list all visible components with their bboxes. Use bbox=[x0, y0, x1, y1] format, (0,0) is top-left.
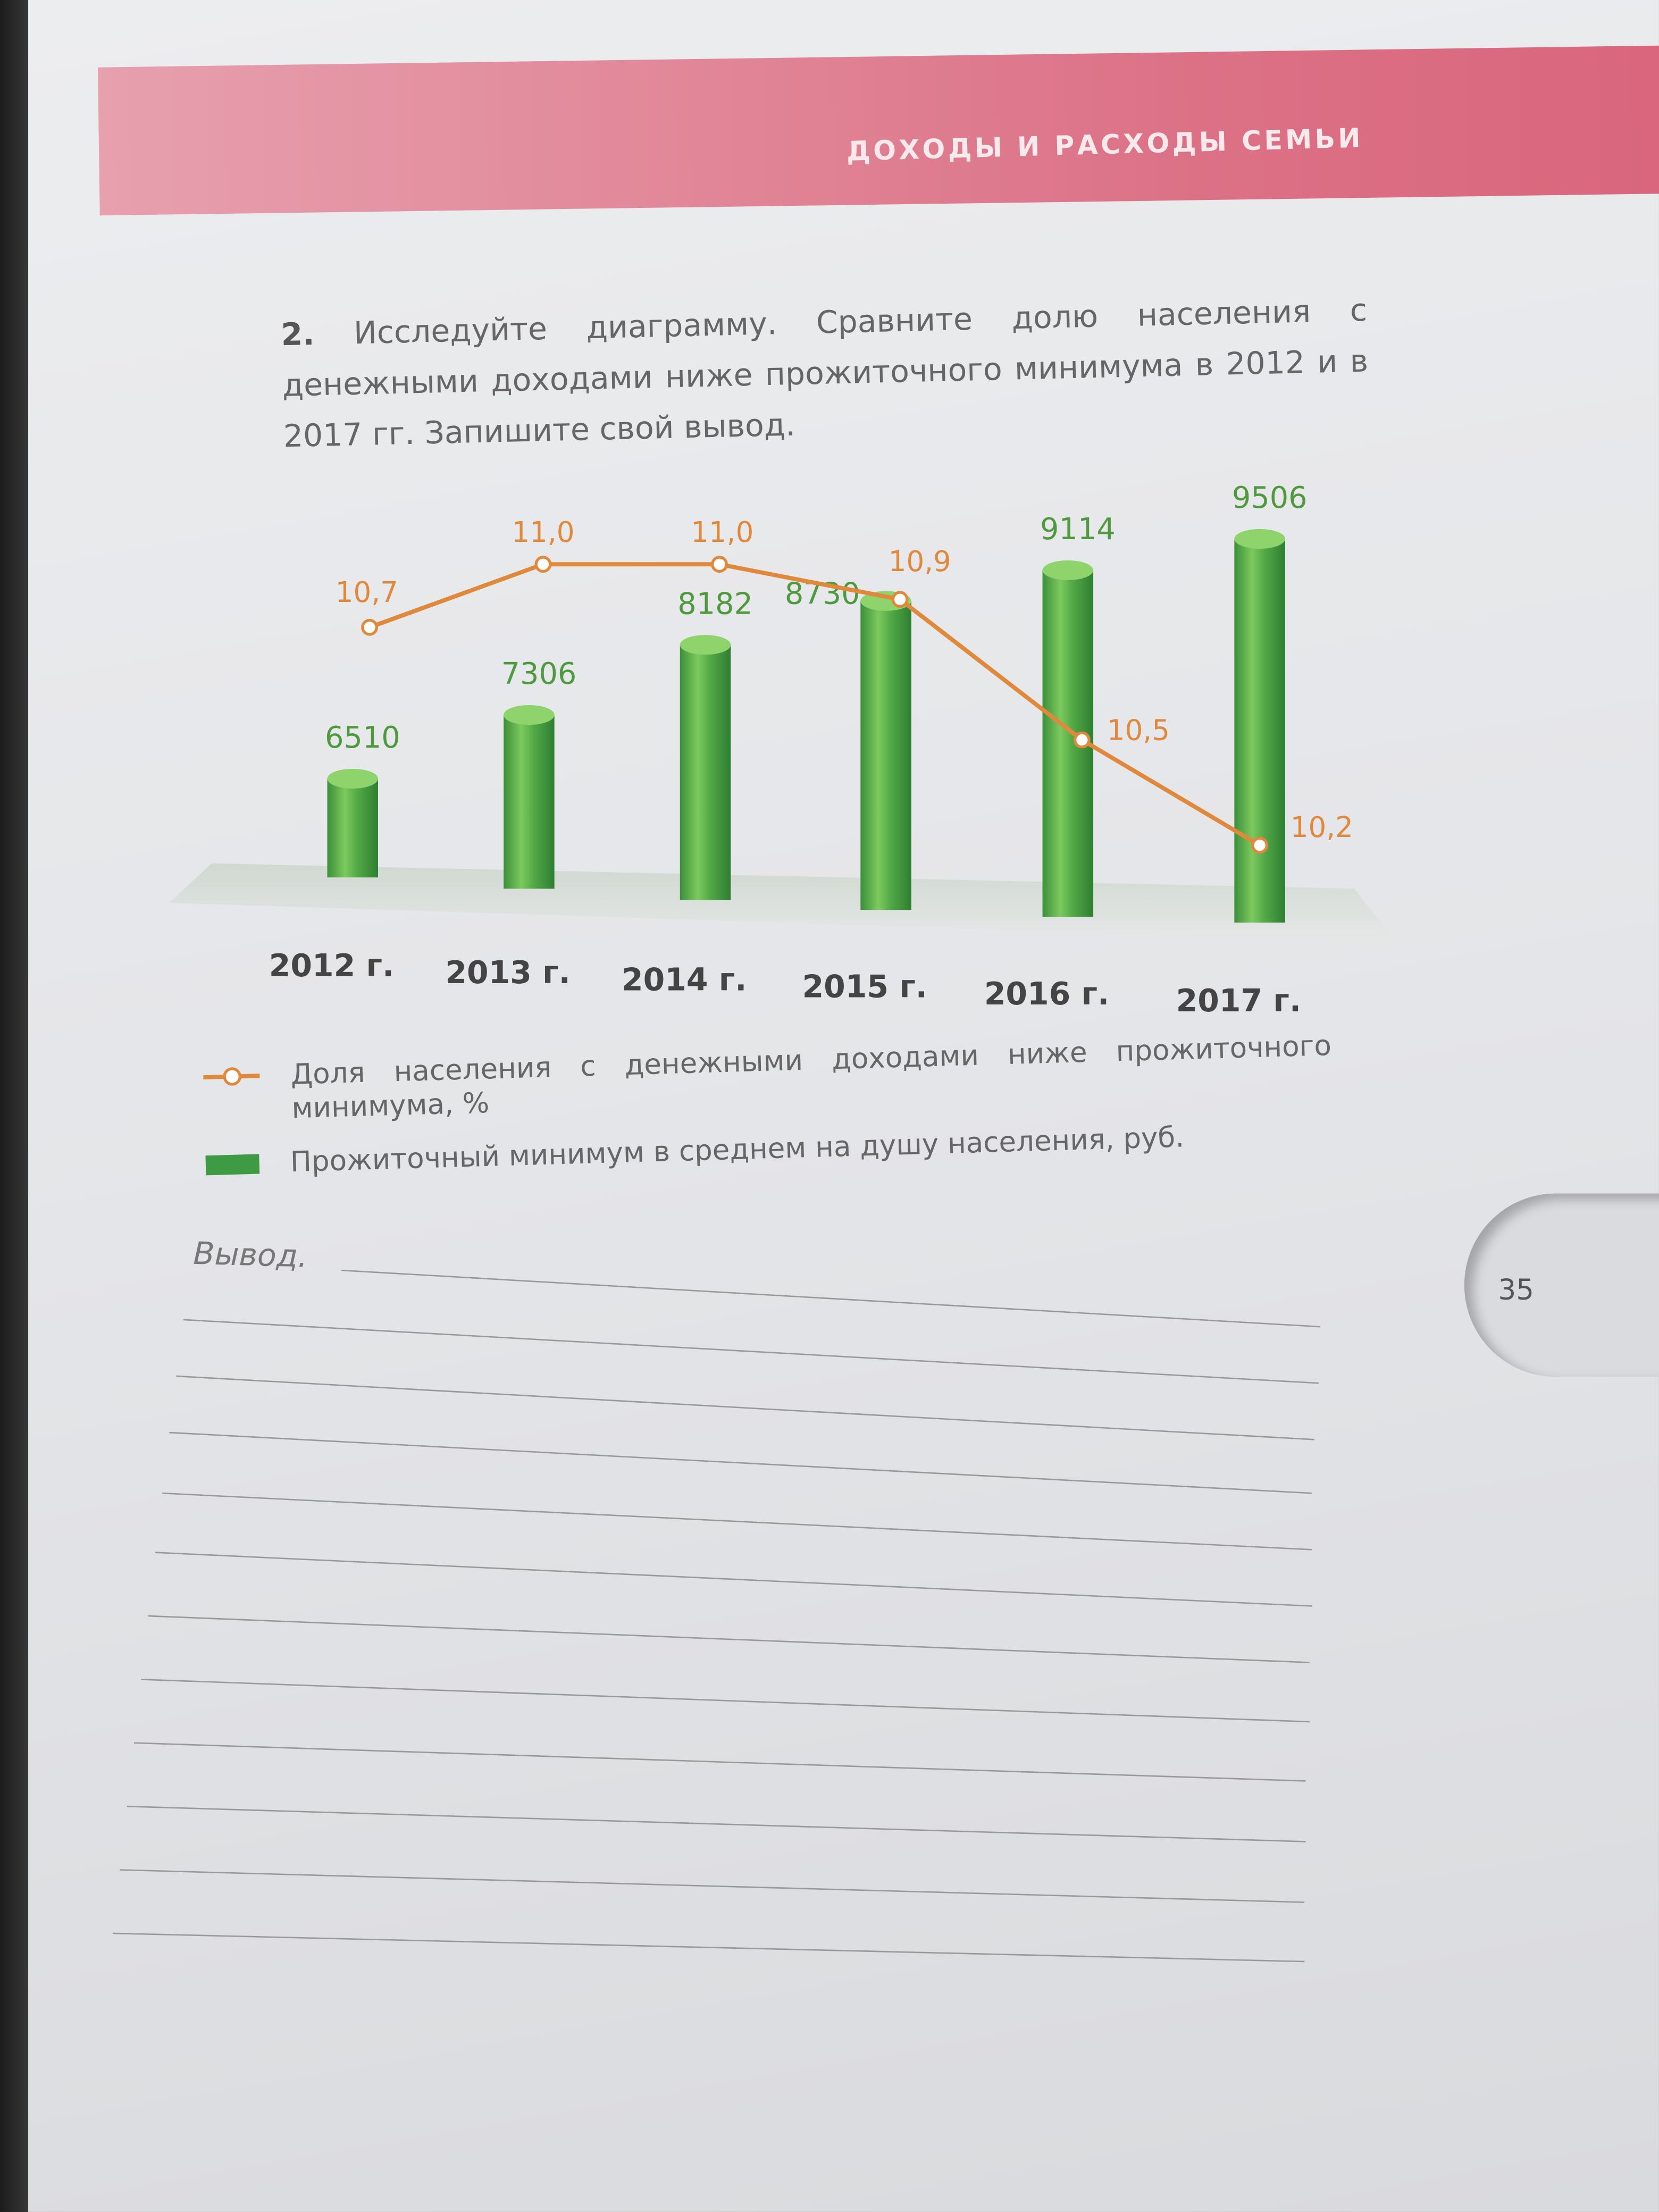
bar-swatch-icon bbox=[205, 1154, 260, 1176]
bar-value-label: 6510 bbox=[325, 720, 400, 755]
legend-bar-label: Прожиточный минимум в среднем на душу на… bbox=[290, 1119, 1185, 1179]
bar-value-label: 7306 bbox=[501, 657, 577, 691]
x-tick-label: 2014 г. bbox=[622, 961, 747, 998]
line-value-label: 10,9 bbox=[889, 545, 951, 578]
bar-value-label: 8730 bbox=[785, 577, 860, 611]
bar bbox=[680, 644, 731, 900]
line-value-label: 11,0 bbox=[512, 516, 574, 549]
bar-value-label: 9114 bbox=[1040, 512, 1116, 547]
x-tick-label: 2015 г. bbox=[802, 969, 927, 1005]
bar-value-label: 9506 bbox=[1232, 481, 1308, 515]
bar-top bbox=[1234, 529, 1285, 549]
line-value-label: 11,0 bbox=[691, 516, 753, 549]
bar bbox=[860, 601, 911, 910]
chart: 6510 7306 8182 8730 9114 9506 10,7 11,0 11,0 10,… bbox=[169, 481, 1397, 1019]
line-series bbox=[368, 562, 1261, 848]
conclusion-label: Вывод. bbox=[192, 1237, 308, 1276]
bar bbox=[1234, 539, 1285, 923]
bar-top bbox=[504, 705, 555, 725]
bar-value-label: 8182 bbox=[677, 586, 753, 621]
line-value-label: 10,2 bbox=[1291, 811, 1353, 844]
line-point bbox=[361, 618, 379, 636]
x-tick-label: 2012 г. bbox=[269, 948, 394, 984]
bar-top bbox=[680, 635, 731, 655]
bar bbox=[504, 715, 555, 889]
page-tab bbox=[1464, 1193, 1659, 1377]
line-point bbox=[534, 556, 552, 573]
x-tick-label: 2016 г. bbox=[984, 976, 1109, 1012]
line-point bbox=[891, 591, 909, 608]
paper bbox=[28, 0, 1659, 2212]
bar bbox=[327, 778, 379, 878]
line-point bbox=[711, 556, 728, 573]
line-value-label: 10,7 bbox=[336, 576, 398, 609]
line-value-label: 10,5 bbox=[1107, 714, 1170, 747]
legend-item-bar: Прожиточный минимум в среднем на душу на… bbox=[205, 1116, 1334, 1181]
bar-top bbox=[1042, 560, 1094, 580]
page-number: 35 bbox=[1498, 1272, 1535, 1306]
line-point bbox=[1251, 836, 1269, 854]
line-marker-icon bbox=[203, 1061, 261, 1091]
x-tick-label: 2013 г. bbox=[445, 954, 570, 991]
bar-top bbox=[327, 768, 379, 789]
x-tick-label: 2017 г. bbox=[1176, 983, 1301, 1019]
line-point bbox=[1073, 731, 1091, 749]
